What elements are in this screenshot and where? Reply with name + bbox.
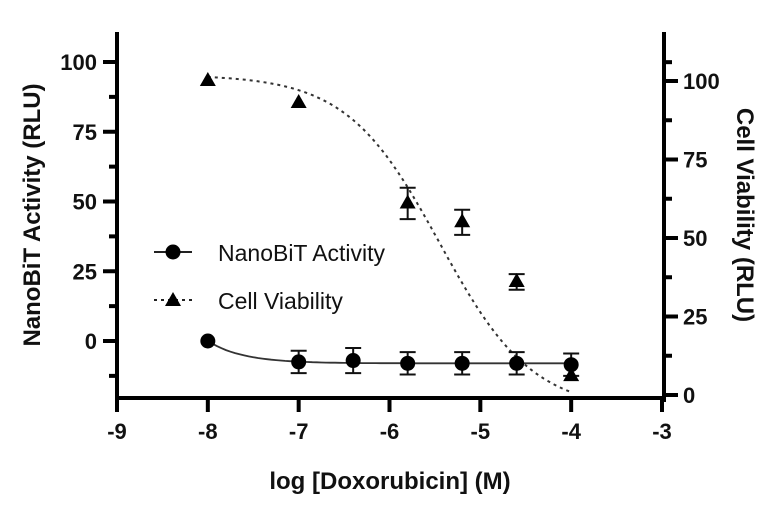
triangle-marker-icon <box>454 213 471 228</box>
circle-marker-icon <box>200 333 216 349</box>
axes: -9 -8 -7 -6 -5 -4 -3 0 25 50 75 100 0 25 50 75 100 <box>60 32 720 444</box>
x-tick-label: -7 <box>289 419 309 444</box>
triangle-marker-icon <box>165 292 181 306</box>
y-left-tick-label: 100 <box>60 50 97 75</box>
legend-item-nanobit: NanoBiT Activity <box>154 240 386 266</box>
y-right-tick-label: 25 <box>683 305 707 330</box>
circle-marker-icon <box>165 244 181 260</box>
triangle-marker-icon <box>199 72 216 86</box>
x-tick-label: -5 <box>471 419 491 444</box>
viability-fit-curve <box>207 76 572 394</box>
y-left-tick-label: 75 <box>73 120 97 145</box>
triangle-marker-icon <box>563 367 580 382</box>
data-points <box>199 72 580 382</box>
circle-marker-icon <box>291 354 307 370</box>
circle-marker-icon <box>345 353 361 369</box>
y-right-tick-label: 50 <box>683 226 707 251</box>
triangle-marker-icon <box>290 93 307 108</box>
y-left-tick-label: 25 <box>73 259 97 284</box>
circle-marker-icon <box>400 355 416 371</box>
legend-item-viability: Cell Viability <box>154 288 343 314</box>
triangle-marker-icon <box>508 272 525 287</box>
y-axis-left-title: NanoBiT Activity (RLU) <box>19 83 46 346</box>
legend: NanoBiT Activity Cell Viability <box>154 240 386 314</box>
y-right-tick-label: 100 <box>683 69 720 94</box>
circle-marker-icon <box>563 357 579 373</box>
y-axis-right-title: Cell Viability (RLU) <box>731 108 758 322</box>
x-axis-title: log [Doxorubicin] (M) <box>269 468 510 495</box>
x-tick-label: -8 <box>198 419 218 444</box>
fit-curves <box>207 76 572 394</box>
y-left-tick-label: 0 <box>85 329 97 354</box>
legend-label-nanobit: NanoBiT Activity <box>218 240 386 266</box>
triangle-marker-icon <box>399 194 416 209</box>
circle-marker-icon <box>454 355 470 371</box>
y-right-tick-label: 0 <box>683 383 695 408</box>
circle-marker-icon <box>509 355 525 371</box>
y-left-tick-label: 50 <box>73 190 97 215</box>
x-tick-label: -4 <box>561 419 581 444</box>
x-tick-label: -3 <box>652 419 672 444</box>
y-right-tick-label: 75 <box>683 148 707 173</box>
legend-label-viability: Cell Viability <box>218 288 343 314</box>
x-tick-label: -9 <box>107 419 127 444</box>
x-tick-label: -6 <box>380 419 400 444</box>
